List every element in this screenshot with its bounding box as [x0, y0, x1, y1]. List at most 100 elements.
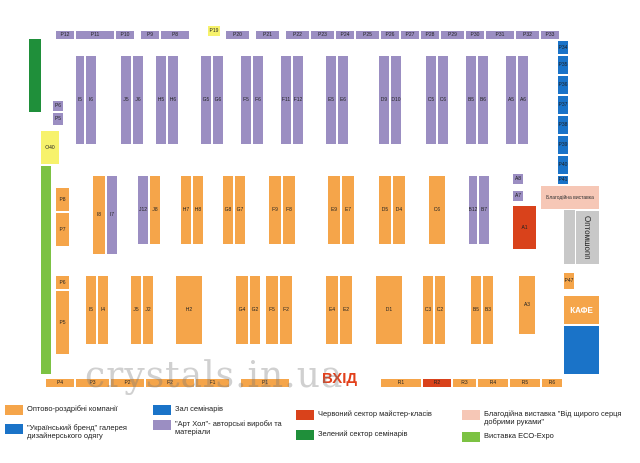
- stand-p24[interactable]: P24: [335, 30, 355, 40]
- stand-f5[interactable]: F5: [265, 275, 279, 345]
- stand-r6[interactable]: R6: [541, 378, 563, 388]
- stand-p22[interactable]: P22: [285, 30, 310, 40]
- stand-p25[interactable]: P25: [355, 30, 380, 40]
- stand-p31[interactable]: P31: [485, 30, 515, 40]
- stand-h8[interactable]: H8: [192, 175, 204, 245]
- stand-p8[interactable]: P8: [55, 187, 70, 212]
- stand-o40[interactable]: O40: [40, 130, 60, 165]
- stand-f12[interactable]: F12: [292, 55, 304, 145]
- stand-g8[interactable]: G8: [222, 175, 234, 245]
- stand-b7[interactable]: B7: [478, 175, 490, 245]
- stand-g6[interactable]: G6: [212, 55, 224, 145]
- stand-e9[interactable]: E9: [327, 175, 341, 245]
- stand-j5[interactable]: J5: [130, 275, 142, 345]
- stand-e2[interactable]: E2: [339, 275, 353, 345]
- stand-b5[interactable]: B5: [470, 275, 482, 345]
- stand-p34[interactable]: P34: [557, 40, 569, 55]
- stand-c5[interactable]: C5: [425, 55, 437, 145]
- stand-p11[interactable]: P11: [75, 30, 115, 40]
- stand-p39[interactable]: P39: [557, 135, 569, 155]
- stand-p23[interactable]: P23: [310, 30, 335, 40]
- stand-p19[interactable]: P19: [207, 25, 221, 37]
- stand-r3[interactable]: R3: [452, 378, 477, 388]
- stand-e7[interactable]: E7: [341, 175, 355, 245]
- stand-b3[interactable]: B3: [482, 275, 494, 345]
- stand-d10[interactable]: D10: [390, 55, 402, 145]
- stand-d9[interactable]: D9: [378, 55, 390, 145]
- stand-c6[interactable]: C6: [428, 175, 446, 245]
- stand-i4[interactable]: I4: [97, 275, 109, 345]
- stand-a1[interactable]: A1: [512, 205, 537, 250]
- stand-p32[interactable]: P32: [515, 30, 540, 40]
- stand-p3[interactable]: P3: [75, 378, 110, 388]
- stand-h5[interactable]: H5: [155, 55, 167, 145]
- stand-p5[interactable]: P5: [52, 112, 64, 126]
- stand-e4[interactable]: E4: [325, 275, 339, 345]
- stand-j2[interactable]: J2: [142, 275, 154, 345]
- stand-f2[interactable]: F2: [145, 378, 195, 388]
- stand-f8[interactable]: F8: [282, 175, 296, 245]
- stand-c2[interactable]: C2: [434, 275, 446, 345]
- stand-g4[interactable]: G4: [235, 275, 249, 345]
- stand-i5[interactable]: I5: [85, 275, 97, 345]
- stand-p4[interactable]: P4: [45, 378, 75, 388]
- stand-r2[interactable]: R2: [422, 378, 452, 388]
- stand-p37[interactable]: P37: [557, 95, 569, 115]
- stand-j8[interactable]: J8: [149, 175, 161, 245]
- stand-f1[interactable]: F1: [195, 378, 230, 388]
- stand-a7[interactable]: A7: [512, 190, 524, 202]
- stand-h7[interactable]: H7: [180, 175, 192, 245]
- stand-r1[interactable]: R1: [380, 378, 422, 388]
- stand-f2[interactable]: F2: [279, 275, 293, 345]
- stand-p41[interactable]: P41: [557, 175, 569, 185]
- stand-a5[interactable]: A5: [505, 55, 517, 145]
- stand-f9[interactable]: F9: [268, 175, 282, 245]
- stand-p29[interactable]: P29: [440, 30, 465, 40]
- stand-p5[interactable]: P5: [55, 290, 70, 355]
- stand-area-112[interactable]: [563, 325, 600, 375]
- stand-a3[interactable]: A3: [518, 275, 536, 335]
- stand-p26[interactable]: P26: [380, 30, 400, 40]
- stand-c3[interactable]: C3: [422, 275, 434, 345]
- stand-p27[interactable]: P27: [400, 30, 420, 40]
- stand-g5[interactable]: G5: [200, 55, 212, 145]
- stand-p6[interactable]: P6: [55, 275, 70, 290]
- stand-p20[interactable]: P20: [225, 30, 250, 40]
- stand-p9[interactable]: P9: [140, 30, 160, 40]
- stand-d4[interactable]: D4: [392, 175, 406, 245]
- stand-p36[interactable]: P36: [557, 75, 569, 95]
- stand-j12[interactable]: J12: [137, 175, 149, 245]
- stand-p38[interactable]: P38: [557, 115, 569, 135]
- stand-area-32[interactable]: [40, 165, 52, 375]
- stand-p7[interactable]: P7: [55, 212, 70, 247]
- stand-p1[interactable]: P1: [240, 378, 290, 388]
- stand-a6[interactable]: A6: [517, 55, 529, 145]
- stand-b12[interactable]: B12: [468, 175, 478, 245]
- stand-p2[interactable]: P2: [110, 378, 145, 388]
- stand-e6[interactable]: E6: [337, 55, 349, 145]
- stand-r5[interactable]: R5: [509, 378, 541, 388]
- stand-area-28[interactable]: [28, 38, 42, 113]
- stand-p28[interactable]: P28: [420, 30, 440, 40]
- stand-h6[interactable]: H6: [167, 55, 179, 145]
- stand-c6[interactable]: C6: [437, 55, 449, 145]
- stand-p30[interactable]: P30: [465, 30, 485, 40]
- stand-p8[interactable]: P8: [160, 30, 190, 40]
- stand-i6[interactable]: I6: [85, 55, 97, 145]
- stand-p33[interactable]: P33: [540, 30, 560, 40]
- stand-b6[interactable]: B6: [477, 55, 489, 145]
- stand-e5[interactable]: E5: [325, 55, 337, 145]
- stand-i8[interactable]: I8: [92, 175, 106, 255]
- stand-i7[interactable]: I7: [106, 175, 118, 255]
- stand-p21[interactable]: P21: [255, 30, 280, 40]
- stand-d5[interactable]: D5: [378, 175, 392, 245]
- stand-g7[interactable]: G7: [234, 175, 246, 245]
- stand-f5[interactable]: F5: [240, 55, 252, 145]
- stand-i5[interactable]: I5: [75, 55, 85, 145]
- stand-j6[interactable]: J6: [132, 55, 144, 145]
- stand-d1[interactable]: D1: [375, 275, 403, 345]
- stand-j5[interactable]: J5: [120, 55, 132, 145]
- stand-p35[interactable]: P35: [557, 55, 569, 75]
- stand-f6[interactable]: F6: [252, 55, 264, 145]
- stand-r4[interactable]: R4: [477, 378, 509, 388]
